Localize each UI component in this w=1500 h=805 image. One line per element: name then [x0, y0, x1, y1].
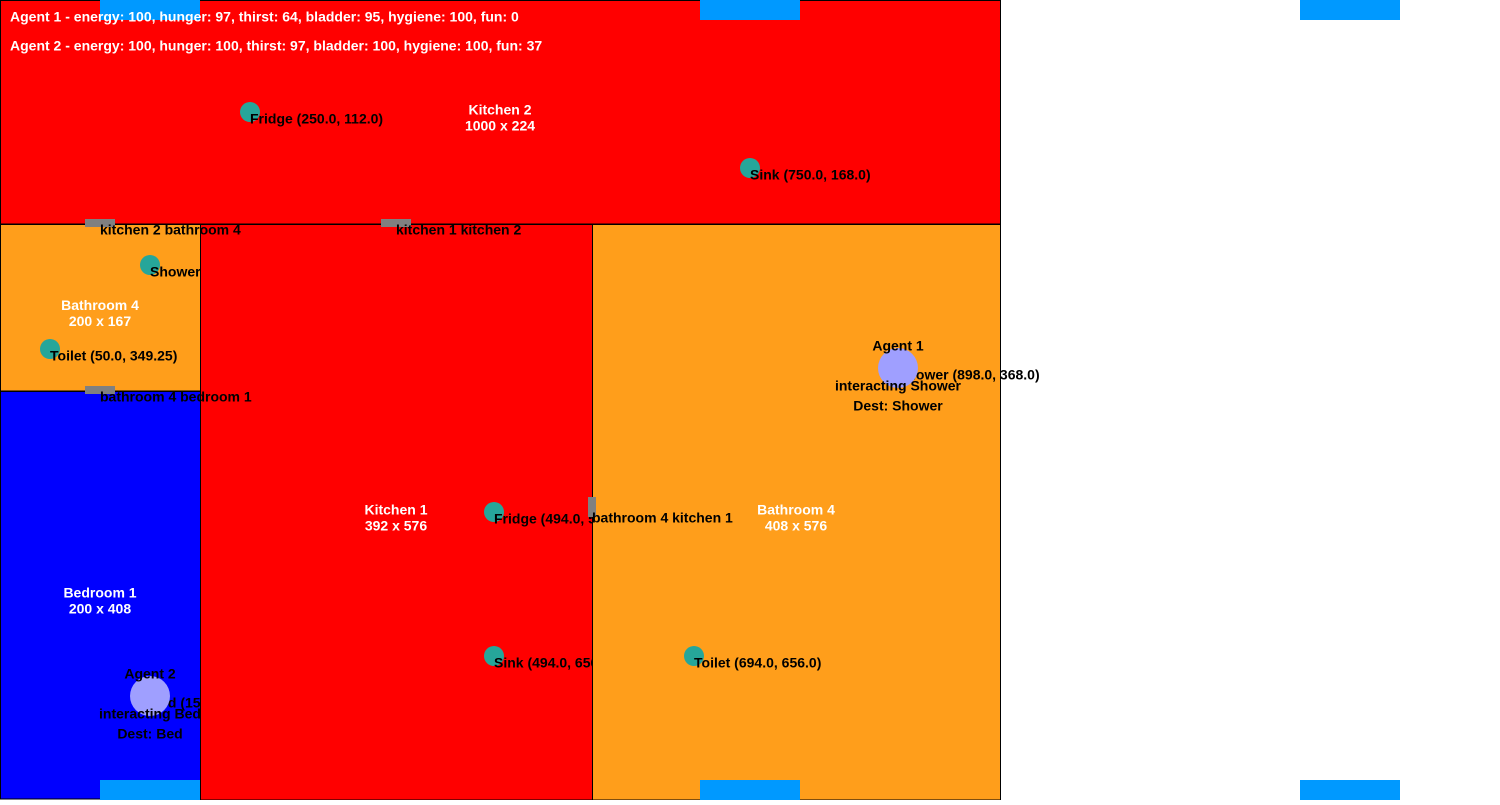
object-marker [40, 339, 60, 359]
room [200, 224, 593, 801]
agent-status: Agent 2 - energy: 100, hunger: 100, thir… [10, 38, 542, 54]
room-name: Kitchen 2 [468, 102, 531, 118]
window [700, 780, 800, 800]
agent-status: Agent 1 - energy: 100, hunger: 97, thirs… [10, 9, 519, 25]
room-size: 408 x 576 [765, 518, 827, 534]
window [1300, 780, 1400, 800]
room-name: Bedroom 1 [63, 585, 136, 601]
agent-state: interacting Shower [835, 378, 962, 394]
object-marker [740, 158, 760, 178]
object-label: Toilet (694.0, 656.0) [694, 655, 821, 671]
object-label: Sink (750.0, 168.0) [750, 167, 871, 183]
door [588, 497, 596, 517]
object-marker [684, 646, 704, 666]
agent-dest: Dest: Shower [853, 398, 943, 414]
door [85, 219, 115, 227]
object-label: Toilet (50.0, 349.25) [50, 348, 177, 364]
room-size: 200 x 167 [69, 313, 131, 329]
room [0, 0, 1001, 225]
room-name: Bathroom 4 [61, 297, 139, 313]
agent-dest: Dest: Bed [117, 726, 182, 742]
room-size: 1000 x 224 [465, 118, 535, 134]
window [100, 0, 200, 20]
agent-name: Agent 2 [124, 666, 176, 682]
room-size: 392 x 576 [365, 518, 427, 534]
windows [100, 0, 1400, 20]
door [85, 386, 115, 394]
window [700, 0, 800, 20]
object-marker [240, 102, 260, 122]
window [1300, 0, 1400, 20]
door-label: kitchen 1 kitchen 2 [396, 222, 521, 238]
door-label: bathroom 4 bedroom 1 [100, 389, 252, 405]
room-name: Kitchen 1 [364, 502, 427, 518]
object-marker [140, 255, 160, 275]
room [0, 391, 201, 800]
object-label: Sink (494.0, 656.0) [494, 655, 615, 671]
object-marker [484, 502, 504, 522]
room-size: 200 x 408 [69, 601, 131, 617]
agent [130, 676, 170, 716]
object-label: Fridge (250.0, 112.0) [250, 111, 383, 127]
agent-name: Agent 1 [872, 338, 924, 354]
door [381, 219, 411, 227]
agent [878, 348, 918, 388]
agent-state: interacting Bed [99, 706, 201, 722]
object-label: Shower (898.0, 368.0) [898, 367, 1040, 383]
room-name: Bathroom 4 [757, 502, 835, 518]
object-marker [484, 646, 504, 666]
door-label: kitchen 2 bathroom 4 [100, 222, 241, 238]
window [100, 780, 200, 800]
door-label: bathroom 4 kitchen 1 [592, 510, 733, 526]
